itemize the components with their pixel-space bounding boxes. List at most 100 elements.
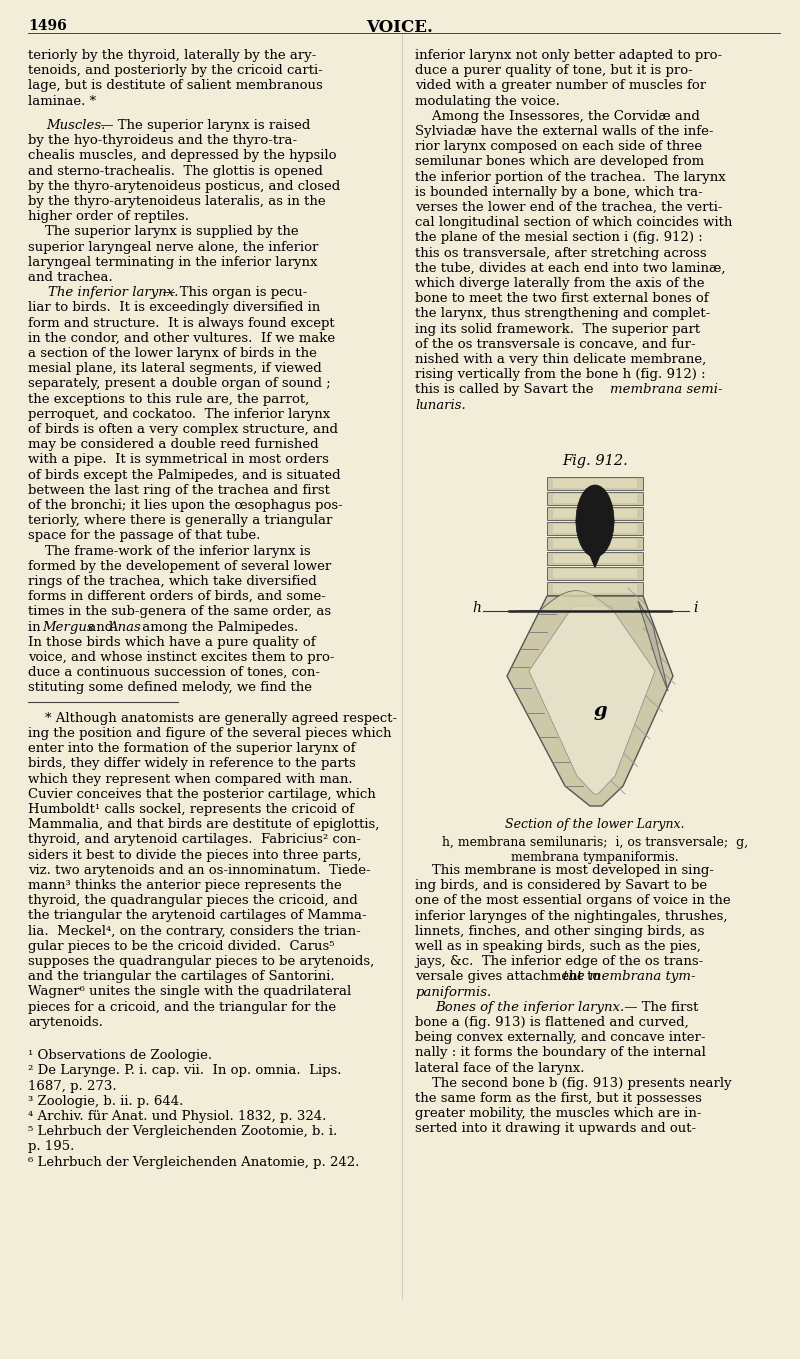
Text: superior laryngeal nerve alone, the inferior: superior laryngeal nerve alone, the infe… bbox=[28, 241, 318, 254]
Text: being convex externally, and concave inter-: being convex externally, and concave int… bbox=[415, 1031, 706, 1044]
FancyBboxPatch shape bbox=[547, 522, 643, 535]
Text: serted into it drawing it upwards and out-: serted into it drawing it upwards and ou… bbox=[415, 1123, 696, 1135]
Text: ing the position and figure of the several pieces which: ing the position and figure of the sever… bbox=[28, 727, 391, 739]
Text: duce a purer quality of tone, but it is pro-: duce a purer quality of tone, but it is … bbox=[415, 64, 693, 77]
Text: among the Palmipedes.: among the Palmipedes. bbox=[138, 621, 298, 633]
FancyBboxPatch shape bbox=[547, 492, 643, 506]
Text: 1687, p. 273.: 1687, p. 273. bbox=[28, 1079, 117, 1093]
Text: gular pieces to be the cricoid divided.  Carus⁵: gular pieces to be the cricoid divided. … bbox=[28, 939, 334, 953]
Text: Wagner⁶ unites the single with the quadrilateral: Wagner⁶ unites the single with the quadr… bbox=[28, 985, 351, 999]
Bar bbox=[553, 569, 637, 578]
Text: Muscles.: Muscles. bbox=[46, 120, 106, 132]
Bar bbox=[553, 540, 637, 548]
Text: space for the passage of that tube.: space for the passage of that tube. bbox=[28, 529, 260, 542]
Text: Section of the lower Larynx.: Section of the lower Larynx. bbox=[506, 818, 685, 830]
Text: of the os transversale is concave, and fur-: of the os transversale is concave, and f… bbox=[415, 338, 696, 351]
Text: rior larynx composed on each side of three: rior larynx composed on each side of thr… bbox=[415, 140, 702, 154]
Text: of birds except the Palmipedes, and is situated: of birds except the Palmipedes, and is s… bbox=[28, 469, 341, 481]
Text: pieces for a cricoid, and the triangular for the: pieces for a cricoid, and the triangular… bbox=[28, 1000, 336, 1014]
Text: forms in different orders of birds, and some-: forms in different orders of birds, and … bbox=[28, 590, 326, 603]
Text: lunaris.: lunaris. bbox=[415, 398, 466, 412]
Text: semilunar bones which are developed from: semilunar bones which are developed from bbox=[415, 155, 704, 169]
Text: and trachea.: and trachea. bbox=[28, 270, 113, 284]
Text: the membrana tym-: the membrana tym- bbox=[563, 970, 696, 984]
Text: the exceptions to this rule are, the parrot,: the exceptions to this rule are, the par… bbox=[28, 393, 310, 405]
Text: * Although anatomists are generally agreed respect-: * Although anatomists are generally agre… bbox=[28, 712, 397, 724]
FancyBboxPatch shape bbox=[547, 552, 643, 565]
Text: 1496: 1496 bbox=[28, 19, 66, 33]
Text: enter into the formation of the superior larynx of: enter into the formation of the superior… bbox=[28, 742, 355, 756]
Text: formed by the developement of several lower: formed by the developement of several lo… bbox=[28, 560, 331, 572]
Text: rings of the trachea, which take diversified: rings of the trachea, which take diversi… bbox=[28, 575, 317, 588]
Text: is bounded internally by a bone, which tra-: is bounded internally by a bone, which t… bbox=[415, 186, 702, 198]
Text: thyroid, and arytenoid cartilages.  Fabricius² con-: thyroid, and arytenoid cartilages. Fabri… bbox=[28, 833, 361, 847]
Text: h: h bbox=[472, 601, 481, 616]
Text: Mammalia, and that birds are destitute of epiglottis,: Mammalia, and that birds are destitute o… bbox=[28, 818, 379, 832]
Text: which they represent when compared with man.: which they represent when compared with … bbox=[28, 772, 353, 786]
Text: inferior larynges of the nightingales, thrushes,: inferior larynges of the nightingales, t… bbox=[415, 909, 727, 923]
Text: vided with a greater number of muscles for: vided with a greater number of muscles f… bbox=[415, 79, 706, 92]
Text: ⁵ Lehrbuch der Vergleichenden Zootomie, b. i.: ⁵ Lehrbuch der Vergleichenden Zootomie, … bbox=[28, 1125, 338, 1137]
Bar bbox=[553, 478, 637, 488]
Text: membrana semi-: membrana semi- bbox=[610, 383, 722, 397]
Text: the triangular the arytenoid cartilages of Mamma-: the triangular the arytenoid cartilages … bbox=[28, 909, 366, 923]
Text: by the thyro-arytenoideus lateralis, as in the: by the thyro-arytenoideus lateralis, as … bbox=[28, 194, 326, 208]
Text: and sterno-trachealis.  The glottis is opened: and sterno-trachealis. The glottis is op… bbox=[28, 164, 323, 178]
Text: The inferior larynx.: The inferior larynx. bbox=[48, 287, 178, 299]
Text: siders it best to divide the pieces into three parts,: siders it best to divide the pieces into… bbox=[28, 848, 362, 862]
FancyBboxPatch shape bbox=[547, 507, 643, 520]
Text: versale gives attachment to: versale gives attachment to bbox=[415, 970, 605, 984]
Polygon shape bbox=[507, 597, 673, 806]
Text: Sylviadæ have the external walls of the infe-: Sylviadæ have the external walls of the … bbox=[415, 125, 714, 139]
Text: mann³ thinks the anterior piece represents the: mann³ thinks the anterior piece represen… bbox=[28, 879, 342, 892]
Text: higher order of reptiles.: higher order of reptiles. bbox=[28, 211, 189, 223]
Text: form and structure.  It is always found except: form and structure. It is always found e… bbox=[28, 317, 334, 329]
Text: the inferior portion of the trachea.  The larynx: the inferior portion of the trachea. The… bbox=[415, 171, 726, 183]
Text: nally : it forms the boundary of the internal: nally : it forms the boundary of the int… bbox=[415, 1046, 706, 1060]
Text: duce a continuous succession of tones, con-: duce a continuous succession of tones, c… bbox=[28, 666, 320, 680]
Text: laminae. *: laminae. * bbox=[28, 95, 96, 107]
Text: birds, they differ widely in reference to the parts: birds, they differ widely in reference t… bbox=[28, 757, 356, 771]
Text: one of the most essential organs of voice in the: one of the most essential organs of voic… bbox=[415, 894, 730, 908]
Text: in the condor, and other vultures.  If we make: in the condor, and other vultures. If we… bbox=[28, 332, 335, 345]
Text: ³ Zoologie, b. ii. p. 644.: ³ Zoologie, b. ii. p. 644. bbox=[28, 1095, 183, 1108]
Text: the larynx, thus strengthening and complet-: the larynx, thus strengthening and compl… bbox=[415, 307, 710, 321]
Polygon shape bbox=[529, 606, 655, 794]
Text: with a pipe.  It is symmetrical in most orders: with a pipe. It is symmetrical in most o… bbox=[28, 454, 329, 466]
Text: ing its solid framework.  The superior part: ing its solid framework. The superior pa… bbox=[415, 322, 700, 336]
FancyBboxPatch shape bbox=[547, 477, 643, 491]
FancyBboxPatch shape bbox=[547, 567, 643, 580]
Text: paniformis.: paniformis. bbox=[415, 985, 491, 999]
Text: The frame-work of the inferior larynx is: The frame-work of the inferior larynx is bbox=[28, 545, 310, 557]
Bar bbox=[553, 584, 637, 593]
Text: ing birds, and is considered by Savart to be: ing birds, and is considered by Savart t… bbox=[415, 879, 707, 893]
Text: voice, and whose instinct excites them to pro-: voice, and whose instinct excites them t… bbox=[28, 651, 334, 665]
Text: viz. two arytenoids and an os-innominatum.  Tiede-: viz. two arytenoids and an os-innominatu… bbox=[28, 864, 370, 877]
Text: bone to meet the two first external bones of: bone to meet the two first external bone… bbox=[415, 292, 709, 306]
Polygon shape bbox=[638, 601, 668, 690]
Text: this os transversale, after stretching across: this os transversale, after stretching a… bbox=[415, 246, 706, 260]
Text: The superior larynx is supplied by the: The superior larynx is supplied by the bbox=[28, 226, 298, 238]
Text: which diverge laterally from the axis of the: which diverge laterally from the axis of… bbox=[415, 277, 705, 289]
Text: times in the sub-genera of the same order, as: times in the sub-genera of the same orde… bbox=[28, 605, 331, 618]
Text: in: in bbox=[28, 621, 45, 633]
Text: laryngeal terminating in the inferior larynx: laryngeal terminating in the inferior la… bbox=[28, 255, 318, 269]
Text: VOICE.: VOICE. bbox=[366, 19, 434, 35]
Text: the plane of the mesial section i (fig. 912) :: the plane of the mesial section i (fig. … bbox=[415, 231, 702, 245]
Text: The second bone b (fig. 913) presents nearly: The second bone b (fig. 913) presents ne… bbox=[415, 1076, 732, 1090]
Text: lia.  Meckel⁴, on the contrary, considers the trian-: lia. Meckel⁴, on the contrary, considers… bbox=[28, 924, 361, 938]
Text: teriorly by the thyroid, laterally by the ary-: teriorly by the thyroid, laterally by th… bbox=[28, 49, 316, 63]
Text: Bones of the inferior larynx.: Bones of the inferior larynx. bbox=[435, 1000, 624, 1014]
Text: modulating the voice.: modulating the voice. bbox=[415, 95, 560, 107]
Text: well as in speaking birds, such as the pies,: well as in speaking birds, such as the p… bbox=[415, 940, 701, 953]
Text: the same form as the first, but it possesses: the same form as the first, but it posse… bbox=[415, 1093, 702, 1105]
Text: verses the lower end of the trachea, the verti-: verses the lower end of the trachea, the… bbox=[415, 201, 722, 213]
Text: mesial plane, its lateral segments, if viewed: mesial plane, its lateral segments, if v… bbox=[28, 361, 322, 375]
Text: this is called by Savart the: this is called by Savart the bbox=[415, 383, 598, 397]
FancyBboxPatch shape bbox=[547, 537, 643, 550]
Text: ⁶ Lehrbuch der Vergleichenden Anatomie, p. 242.: ⁶ Lehrbuch der Vergleichenden Anatomie, … bbox=[28, 1155, 359, 1169]
Text: ⁴ Archiv. für Anat. und Physiol. 1832, p. 324.: ⁴ Archiv. für Anat. und Physiol. 1832, p… bbox=[28, 1110, 326, 1123]
Text: chealis muscles, and depressed by the hypsilo: chealis muscles, and depressed by the hy… bbox=[28, 149, 337, 162]
Text: teriorly, where there is generally a triangular: teriorly, where there is generally a tri… bbox=[28, 514, 332, 527]
Text: and: and bbox=[84, 621, 118, 633]
